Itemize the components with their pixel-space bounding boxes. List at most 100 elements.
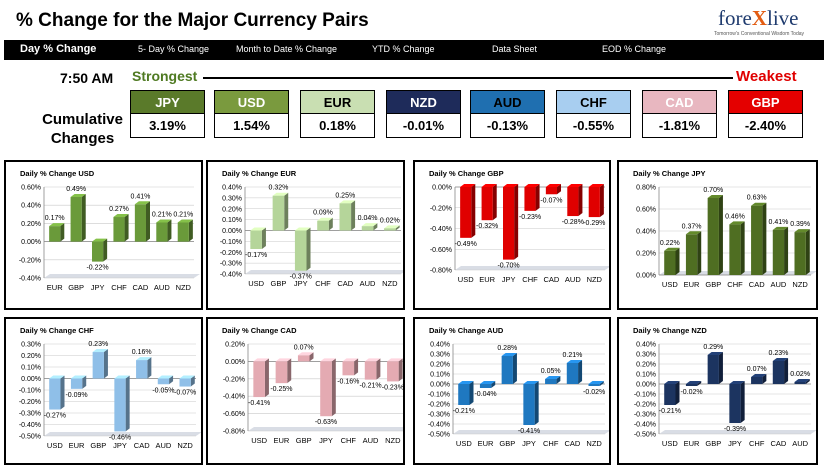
bar-side xyxy=(762,202,767,275)
bar-cad xyxy=(772,358,789,384)
bar-front xyxy=(250,230,262,249)
nav-day-change[interactable]: Day % Change xyxy=(20,43,97,55)
currency-code: USD xyxy=(214,90,289,114)
data-label: -0.02% xyxy=(583,389,605,396)
bar-side xyxy=(60,223,65,242)
bar-front xyxy=(114,378,126,432)
bar-front xyxy=(458,384,470,405)
bar-front xyxy=(664,250,676,275)
bar-front xyxy=(387,361,399,382)
y-tick-label: -0.10% xyxy=(19,388,41,395)
nav-data-sheet[interactable]: Data Sheet xyxy=(492,44,538,54)
chart-panel-jpy: Daily % Change JPY 0.00% 0.20% 0.40% 0.60% 0.… xyxy=(617,160,818,310)
bar-side xyxy=(578,184,583,217)
bar-top xyxy=(297,352,314,356)
data-label: -0.46% xyxy=(109,434,131,441)
currency-box-jpy: JPY 3.19% xyxy=(130,90,205,138)
category-label: USD xyxy=(458,275,474,284)
bar-side xyxy=(675,247,680,275)
nav-eod-change[interactable]: EOD % Change xyxy=(602,44,667,54)
category-label: JPY xyxy=(91,283,105,292)
bar-nzd xyxy=(794,229,810,275)
currency-box-eur: EUR 0.18% xyxy=(300,90,375,138)
bar-chf xyxy=(545,376,561,384)
chart-svg: Daily % Change CHF-0.50%-0.40%-0.30%-0.2… xyxy=(19,326,201,450)
category-label: JPY xyxy=(319,436,333,445)
y-tick-label: -0.60% xyxy=(430,247,452,254)
chart-title: Daily % Change NZD xyxy=(633,326,707,335)
nav-ytd-change[interactable]: YTD % Change xyxy=(372,44,435,54)
bar-side xyxy=(740,381,745,423)
y-tick-label: 0.00% xyxy=(21,239,41,246)
data-label: 0.05% xyxy=(541,368,561,375)
bar-front xyxy=(177,222,189,242)
y-tick-label: 0.30% xyxy=(636,352,656,359)
currency-cumulative-value: -0.01% xyxy=(386,114,461,138)
data-label: -0.25% xyxy=(270,386,292,393)
bar-front xyxy=(113,217,125,242)
y-tick-label: -0.50% xyxy=(428,432,450,439)
data-label: 0.23% xyxy=(768,350,788,357)
bar-top xyxy=(588,184,604,187)
category-label: AUD xyxy=(156,441,172,450)
category-label: GBP xyxy=(499,439,515,448)
chart-svg: Daily % Change JPY 0.00% 0.20% 0.40% 0.60% 0.… xyxy=(633,169,816,289)
bar-gbp xyxy=(297,352,314,362)
bar-front xyxy=(685,234,698,275)
currency-code: AUD xyxy=(470,90,545,114)
bar-top xyxy=(707,195,723,198)
category-label: GBP xyxy=(705,439,721,448)
bar-top xyxy=(566,360,583,363)
bar-chf xyxy=(751,374,767,384)
currency-box-gbp: GBP -2.40% xyxy=(728,90,803,138)
bar-nzd xyxy=(588,381,604,386)
y-tick-label: 0.00% xyxy=(225,359,245,366)
bar-side xyxy=(762,374,767,384)
y-tick-label: 0.20% xyxy=(636,362,656,369)
data-label: -0.70% xyxy=(497,263,519,270)
bar-top xyxy=(523,381,539,384)
nav-month-to-date-change[interactable]: Month to Date % Change xyxy=(236,44,338,54)
bar-top xyxy=(294,227,311,231)
bar-top xyxy=(479,381,496,384)
data-label: -0.39% xyxy=(724,426,746,433)
bar-side xyxy=(147,357,152,379)
category-label: GBP xyxy=(271,279,287,288)
bar-usd xyxy=(253,358,269,398)
bar-front xyxy=(588,384,600,386)
category-label: CHF xyxy=(543,439,559,448)
category-label: JPY xyxy=(728,439,742,448)
bar-top xyxy=(567,184,583,187)
nav-5-day-change[interactable]: 5- Day % Change xyxy=(138,44,210,54)
bar-front xyxy=(772,229,785,275)
chart-svg: Daily % Change CAD -0.80% -0.60% -0.40% -0.2… xyxy=(222,326,403,445)
cumulative-changes-label: Cumulative Changes xyxy=(42,111,123,147)
forexlive-logo[interactable]: foreXlive Tomorrow's Conventional Wisdom… xyxy=(704,6,814,38)
currency-cumulative-value: 3.19% xyxy=(130,114,205,138)
bar-usd xyxy=(460,184,476,238)
bar-side xyxy=(103,349,108,379)
bar-side xyxy=(373,223,378,231)
data-label: -0.41% xyxy=(248,400,270,407)
bar-gbp xyxy=(272,192,289,231)
bar-front xyxy=(707,355,719,384)
data-label: -0.63% xyxy=(315,419,337,426)
bar-top xyxy=(772,226,789,230)
data-label: 0.46% xyxy=(725,213,745,220)
bar-eur xyxy=(49,223,65,242)
logo-wordmark: foreXlive xyxy=(718,6,799,30)
bar-eur xyxy=(481,184,497,221)
bar-top xyxy=(729,221,745,225)
category-label: GBP xyxy=(296,436,312,445)
bar-top xyxy=(685,381,702,384)
y-tick-label: -0.40% xyxy=(223,394,245,401)
bar-front xyxy=(92,352,104,379)
currency-code: JPY xyxy=(130,90,205,114)
bar-side xyxy=(599,381,604,386)
chart-floor xyxy=(245,270,403,274)
chart-title: Daily % Change AUD xyxy=(429,326,504,335)
bar-front xyxy=(524,187,536,211)
chart-floor xyxy=(455,266,609,270)
chart-floor xyxy=(659,430,816,434)
data-label: -0.29% xyxy=(583,220,605,227)
